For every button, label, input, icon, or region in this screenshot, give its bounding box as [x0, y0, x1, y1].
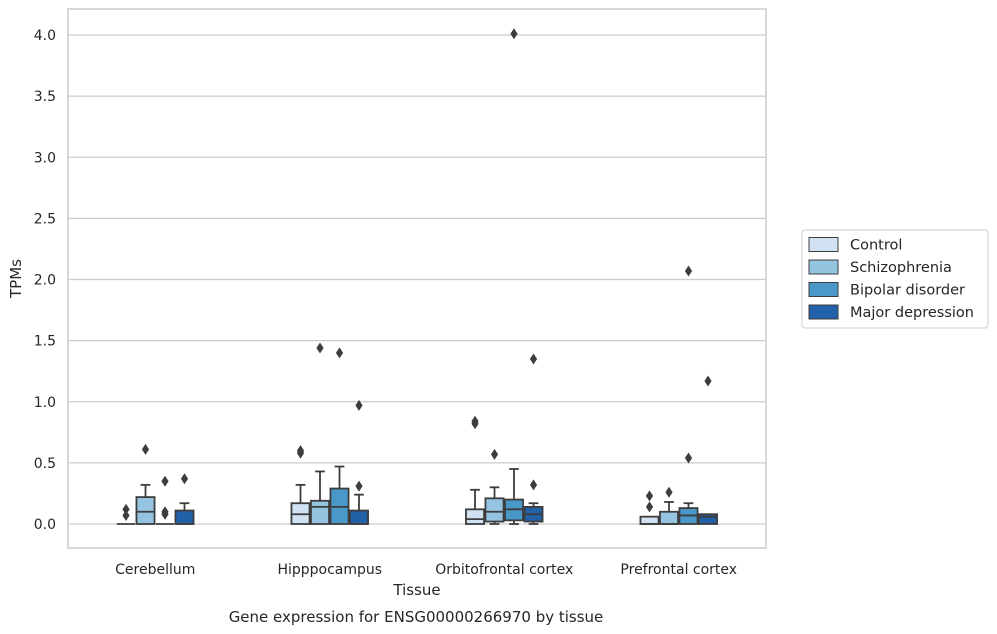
- outlier-point: [316, 342, 324, 354]
- outlier-point: [355, 480, 363, 492]
- x-tick-label: Cerebellum: [115, 562, 195, 578]
- box-control: [116, 503, 136, 525]
- x-axis-label: Tissue: [392, 581, 440, 599]
- box-control: [465, 415, 485, 525]
- outlier-point: [529, 353, 538, 365]
- box-major-depression: [349, 399, 369, 525]
- outlier-point: [335, 347, 344, 359]
- legend-label: Major depression: [850, 305, 974, 321]
- outlier-point: [645, 490, 654, 502]
- box-body: [639, 515, 660, 525]
- outlier-point: [645, 501, 654, 513]
- legend-swatch: [808, 282, 839, 297]
- outlier-point: [684, 265, 693, 277]
- box-body: [135, 496, 156, 525]
- outlier-point: [141, 443, 150, 455]
- legend-swatch: [808, 237, 839, 252]
- box-bipolar-disorder: [329, 347, 350, 525]
- box-bipolar-disorder: [155, 475, 175, 525]
- box-body: [484, 497, 505, 523]
- outlier-point: [180, 473, 189, 485]
- legend-item: Schizophrenia: [808, 259, 952, 276]
- box-schizophrenia: [135, 443, 156, 525]
- outlier-point: [161, 506, 169, 518]
- outlier-point: [161, 475, 169, 487]
- box-control: [290, 445, 311, 525]
- y-axis-ticks: 0.0 0.5 1.0 1.5 2.0 2.5 3.0 3.5 4.0: [34, 28, 56, 533]
- legend-label: Schizophrenia: [850, 260, 952, 276]
- outlier-point: [296, 445, 305, 457]
- legend-item: Major depression: [808, 304, 974, 321]
- y-tick-label: 4.0: [34, 28, 56, 44]
- box-bipolar-disorder: [678, 265, 699, 525]
- box-control: [639, 490, 660, 525]
- y-tick-label: 2.0: [34, 273, 56, 289]
- box-body: [174, 509, 195, 525]
- y-axis-label: TPMs: [7, 259, 25, 299]
- plot-frame: [67, 8, 767, 549]
- grid-lines: [68, 34, 766, 525]
- x-tick-label: Hipppocampus: [277, 562, 382, 578]
- y-tick-label: 0.0: [34, 517, 56, 533]
- box-body: [349, 509, 369, 525]
- chart-caption: Gene expression for ENSG00000266970 by t…: [229, 608, 604, 626]
- outlier-point: [529, 479, 538, 491]
- legend: Control Schizophrenia Bipolar disorder Majo…: [801, 229, 989, 329]
- box-bipolar-disorder: [504, 28, 524, 525]
- outlier-point: [510, 28, 518, 40]
- box-major-depression: [698, 375, 718, 525]
- y-tick-label: 2.5: [34, 211, 56, 227]
- outlier-point: [490, 448, 499, 460]
- box-body: [310, 499, 330, 525]
- x-tick-label: Prefrontal cortex: [620, 562, 737, 578]
- outlier-point: [122, 509, 130, 521]
- outlier-point: [355, 399, 363, 411]
- x-axis-ticks: Cerebellum Hipppocampus Orbitofrontal cort…: [115, 562, 737, 578]
- outlier-point: [122, 503, 130, 515]
- box-plots: [116, 28, 718, 525]
- box-schizophrenia: [310, 342, 330, 525]
- box-major-depression: [174, 473, 195, 525]
- y-tick-label: 1.5: [34, 334, 56, 350]
- y-tick-label: 3.0: [34, 150, 56, 166]
- box-schizophrenia: [659, 486, 679, 525]
- legend-item: Control: [808, 237, 902, 254]
- box-body: [659, 510, 679, 525]
- outlier-point: [665, 486, 673, 498]
- legend-swatch: [808, 259, 839, 275]
- outlier-point: [471, 415, 479, 427]
- y-tick-label: 3.5: [34, 89, 56, 105]
- box-body: [698, 513, 718, 525]
- outlier-point: [704, 375, 712, 387]
- y-tick-label: 0.5: [34, 456, 56, 472]
- legend-label: Bipolar disorder: [850, 283, 965, 299]
- x-tick-label: Orbitofrontal cortex: [435, 562, 573, 578]
- legend-label: Control: [850, 238, 902, 254]
- box-schizophrenia: [484, 448, 505, 525]
- y-tick-label: 1.0: [34, 395, 56, 411]
- box-major-depression: [523, 353, 544, 525]
- legend-item: Bipolar disorder: [808, 282, 965, 299]
- legend-frame: [801, 229, 989, 329]
- legend-swatch: [808, 304, 839, 320]
- box-body: [465, 508, 485, 525]
- outlier-point: [684, 452, 693, 464]
